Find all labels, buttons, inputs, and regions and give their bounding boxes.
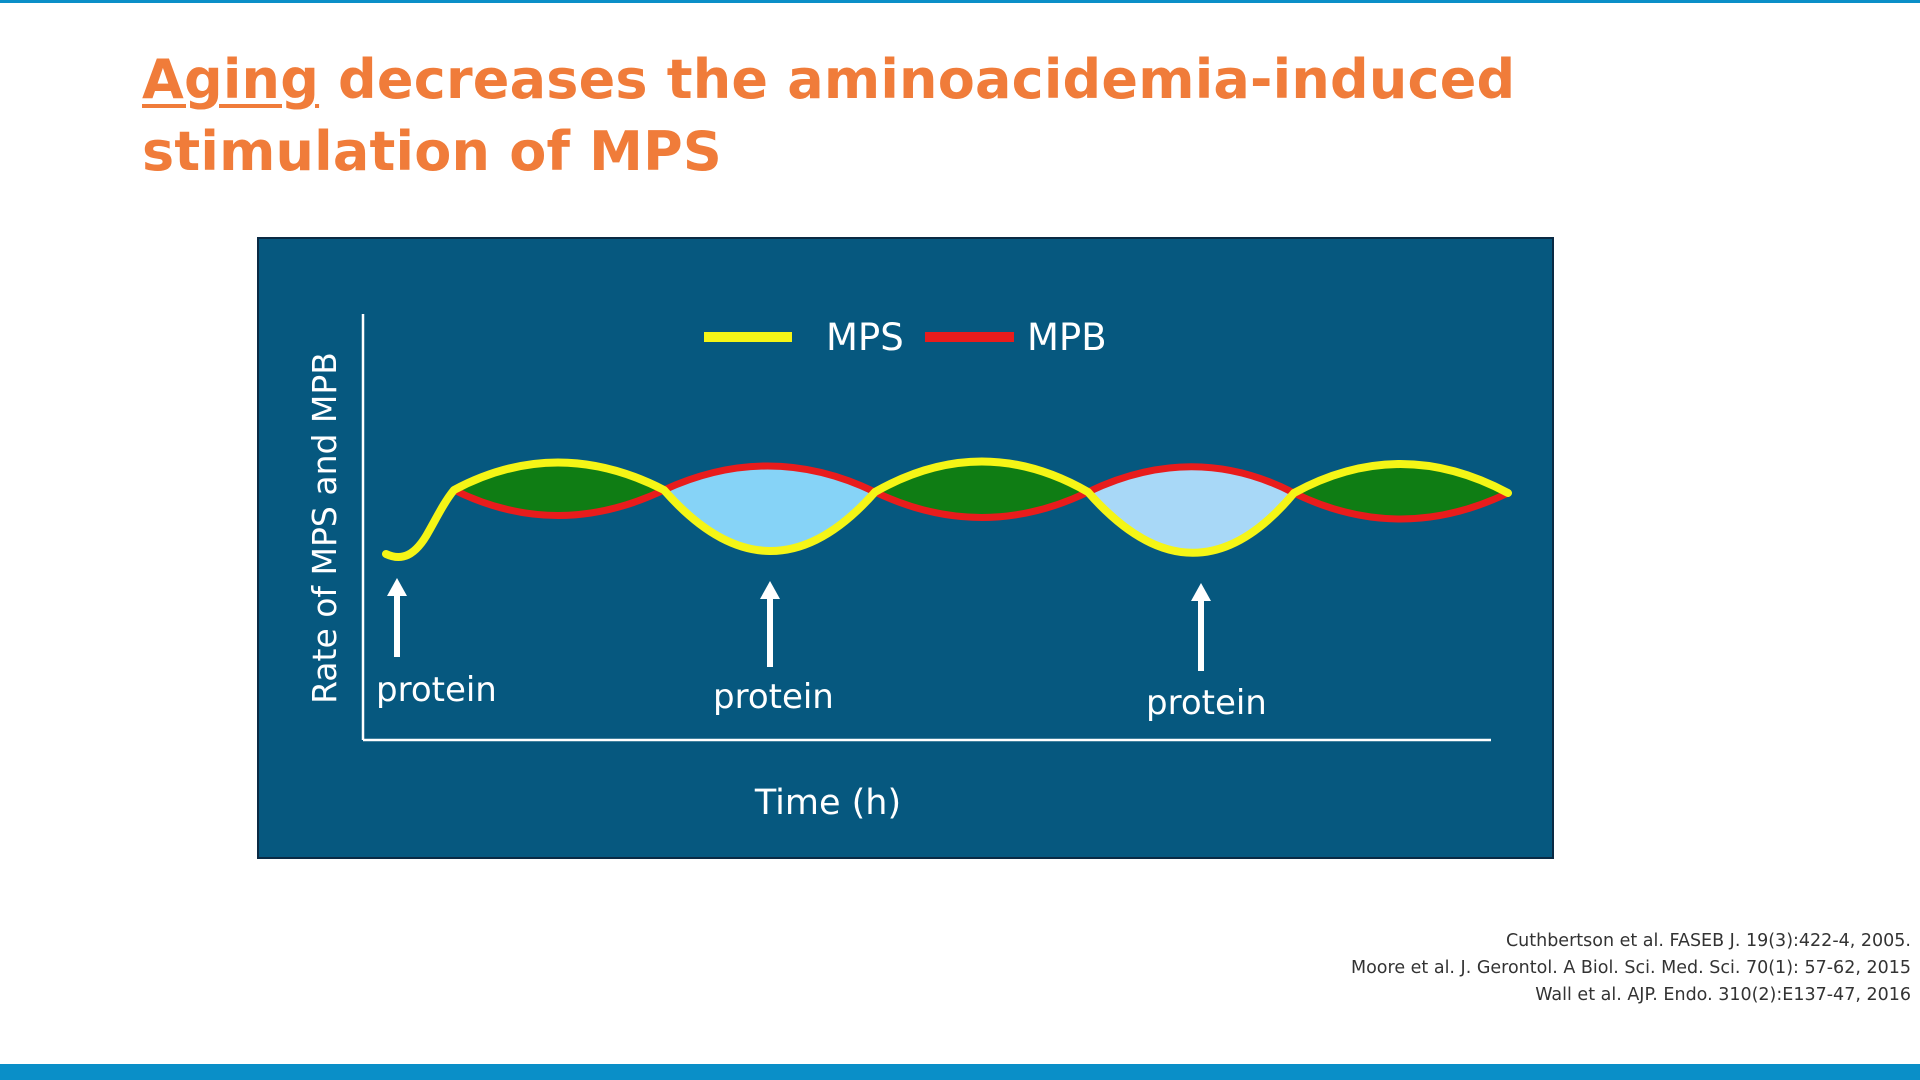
net-gain-area-2 (875, 461, 1088, 518)
citation-item: Moore et al. J. Gerontol. A Biol. Sci. M… (1351, 958, 1911, 978)
intake-label-2: protein (713, 677, 834, 717)
citation-list: Cuthbertson et al. FASEB J. 19(3):422-4,… (1011, 928, 1911, 1009)
intake-arrow-2 (760, 581, 780, 667)
net-loss-area-1 (664, 465, 875, 552)
citation-item: Cuthbertson et al. FASEB J. 19(3):422-4,… (1505, 931, 1911, 951)
mpb-curve (450, 462, 1512, 523)
intake-arrow-1 (387, 578, 407, 657)
intake-arrow-3 (1191, 583, 1211, 671)
top-accent-rule (0, 0, 1920, 3)
citation-item: Wall et al. AJP. Endo. 310(2):E137-47, 2… (1535, 985, 1911, 1005)
net-gain-area-1 (454, 462, 664, 516)
diagram-panel: MPS MPB Rate of MPS and MPB Time (h) pro… (257, 237, 1554, 859)
title-keyword: Aging (142, 48, 320, 111)
legend-mpb-label: MPB (1027, 316, 1107, 359)
intake-label-1: protein (376, 670, 497, 710)
net-loss-area-2 (1088, 466, 1294, 553)
intake-label-3: protein (1146, 683, 1267, 723)
mps-mpb-diagram: MPS MPB Rate of MPS and MPB Time (h) pro… (305, 314, 1512, 823)
y-axis-title: Rate of MPS and MPB (305, 352, 344, 704)
slide-title: Aging decreases the aminoacidemia-induce… (142, 44, 1842, 188)
mps-curve (382, 457, 1512, 562)
bottom-accent-rule (0, 1064, 1920, 1080)
net-gain-area-3 (1294, 464, 1508, 519)
title-rest: decreases the aminoacidemia-induced stim… (142, 48, 1516, 183)
x-axis-title: Time (h) (754, 783, 901, 823)
legend-mps-label: MPS (826, 316, 904, 359)
